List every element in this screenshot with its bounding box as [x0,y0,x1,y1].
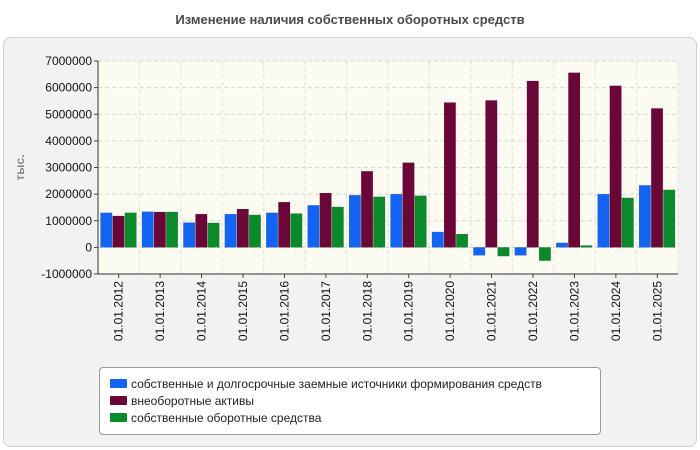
bar [650,108,664,248]
x-tick-label: 01.01.2015 [236,281,250,341]
bar [568,72,581,248]
bar [443,102,456,248]
x-tick-label: 01.01.2022 [526,281,540,341]
bar [414,195,427,248]
bar [141,211,154,248]
legend-item-sources: собственные и долгосрочные заемные источ… [110,376,542,392]
x-tick-label: 01.01.2018 [360,281,374,341]
x-tick-label: 01.01.2024 [609,281,623,341]
legend-label-sources: собственные и долгосрочные заемные источ… [131,377,542,391]
x-tick-label: 01.01.2013 [153,281,167,341]
bar [319,192,332,248]
bar [621,197,634,248]
y-tick-label: 1000000 [45,214,92,228]
bar [360,170,374,248]
bar [609,85,622,248]
bar [431,231,444,248]
bar [153,211,166,248]
x-tick-label: 01.01.2023 [567,281,581,341]
bar [485,100,498,248]
bar [207,222,220,248]
y-tick-label: 6000000 [45,81,92,95]
bar [195,213,208,248]
bar [473,247,486,256]
legend-swatch-noncurrent-assets [110,396,127,406]
y-tick-label: -1000000 [41,267,92,281]
x-tick-label: 01.01.2021 [485,281,499,341]
bar [183,222,196,248]
bar [224,213,237,248]
bar [497,247,510,257]
y-tick-label: 2000000 [45,187,92,201]
legend-label-noncurrent-assets: внеоборотные активы [131,394,254,408]
bar [514,247,527,256]
bar [526,80,539,248]
x-tick-label: 01.01.2016 [277,281,291,341]
bar [538,247,551,261]
bar [278,201,291,248]
y-tick-label: 0 [85,240,92,254]
bar [124,212,137,248]
y-tick-label: 7000000 [45,54,92,68]
bar [307,205,320,248]
bar [455,233,469,248]
bar [390,193,403,248]
bar [165,211,179,248]
x-tick-label: 01.01.2017 [319,281,333,341]
x-tick-label: 01.01.2025 [650,281,664,341]
chart-title: Изменение наличия собственных оборотных … [175,12,525,27]
x-tick-label: 01.01.2012 [112,281,126,341]
y-tick-label: 3000000 [45,161,92,175]
chart-legend: собственные и долгосрочные заемные источ… [99,367,601,435]
legend-swatch-sources [110,379,127,389]
legend-item-noncurrent-assets: внеоборотные активы [110,393,254,409]
legend-item-working-capital: собственные оборотные средства [110,410,321,426]
bar [373,196,386,248]
bar [331,206,344,248]
y-axis-label: тыс. [13,154,27,180]
x-tick-label: 01.01.2019 [402,281,416,341]
legend-swatch-working-capital [110,413,127,423]
x-tick-label: 01.01.2014 [195,281,209,341]
bar [112,215,125,248]
y-tick-label: 4000000 [45,134,92,148]
bar [348,194,361,248]
legend-label-working-capital: собственные оборотные средства [131,411,322,425]
y-tick-label: 5000000 [45,107,92,121]
bar [290,213,303,248]
bar [402,162,415,248]
bar [638,185,651,248]
x-tick-label: 01.01.2020 [443,281,457,341]
bar [265,212,279,248]
bar [580,245,593,248]
bar [555,242,569,248]
bar [248,214,261,248]
bar [236,208,249,248]
bar [100,212,113,248]
bar [663,189,676,248]
bar [597,193,610,248]
